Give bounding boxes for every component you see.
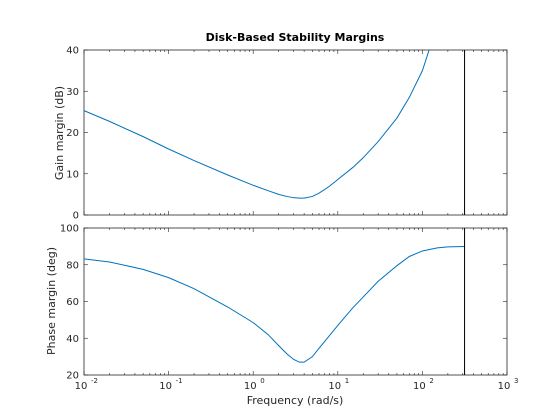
phase-margin-y-tick-label: 40	[66, 334, 79, 345]
x-tick-exponent: -1	[176, 377, 183, 385]
x-tick-exponent: 2	[429, 377, 433, 385]
phase-margin-y-tick-label: 80	[66, 260, 79, 271]
gain-margin-y-tick-label: 40	[66, 46, 79, 57]
phase-margin-y-tick-label: 20	[66, 371, 79, 382]
chart-title: Disk-Based Stability Margins	[206, 31, 385, 44]
x-tick-exponent: 3	[514, 377, 518, 385]
gain-margin-y-tick-label: 20	[66, 128, 79, 139]
x-tick-exponent: -2	[91, 377, 98, 385]
phase-margin-x-ticks	[83, 228, 508, 375]
gain-margin-axes[interactable]: 0 10 20 30 40 Gain margin (dB)	[53, 46, 508, 222]
phase-margin-y-tick-label: 60	[66, 297, 79, 308]
phase-margin-y-tick-label: 100	[60, 224, 79, 235]
x-tick-exponent: 0	[260, 377, 264, 385]
x-tick-label: 10	[159, 381, 172, 392]
x-tick-label: 10	[244, 381, 257, 392]
gain-margin-x-ticks	[83, 50, 508, 215]
x-tick-label: 10	[75, 381, 88, 392]
x-tick-exponent: 1	[345, 377, 349, 385]
gain-margin-plot-area	[83, 49, 508, 216]
gain-margin-y-tick-label: 0	[73, 211, 79, 222]
gain-margin-y-tick-label: 30	[66, 87, 79, 98]
gain-margin-curve	[83, 49, 430, 199]
phase-margin-plot-area	[83, 227, 508, 376]
phase-margin-y-label: Phase margin (deg)	[45, 247, 58, 355]
x-tick-label: 10	[498, 381, 511, 392]
phase-margin-curve	[83, 246, 465, 363]
phase-margin-x-tick-labels: 10 -2 10 -1 10 0 10 1 10 2 10 3	[75, 377, 519, 392]
gain-margin-y-ticks: 0 10 20 30 40	[66, 46, 507, 222]
x-tick-label: 10	[328, 381, 341, 392]
x-axis-label: Frequency (rad/s)	[247, 394, 344, 407]
gain-margin-y-label: Gain margin (dB)	[53, 86, 66, 180]
x-tick-label: 10	[413, 381, 426, 392]
gain-margin-y-tick-label: 10	[66, 169, 79, 180]
